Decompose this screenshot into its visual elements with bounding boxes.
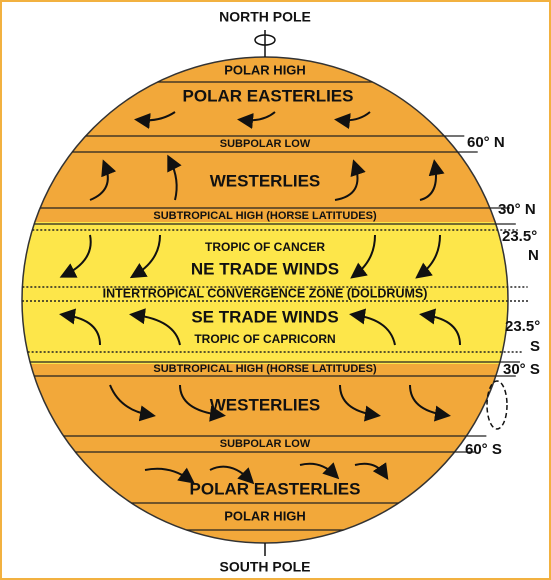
band-label: TROPIC OF CAPRICORN: [194, 332, 335, 346]
south-pole: SOUTH POLE: [219, 559, 310, 575]
band-label: SE TRADE WINDS: [191, 307, 338, 326]
tropics: [22, 222, 508, 364]
latitude-label: 60° S: [465, 441, 502, 458]
wind-arrows: [59, 111, 461, 485]
latitude-label: 23.5°: [502, 228, 537, 245]
latitude-label: 60° N: [467, 134, 505, 151]
latitude-label: N: [528, 247, 539, 264]
band-label: WESTERLIES: [210, 171, 321, 190]
band-label: POLAR EASTERLIES: [183, 86, 354, 105]
band-label: SUBPOLAR LOW: [220, 138, 311, 150]
latitude-label: S: [530, 338, 540, 355]
band-label: SUBPOLAR LOW: [220, 438, 311, 450]
latitude-label: 30° N: [498, 201, 536, 218]
latitude-label: 30° S: [503, 361, 540, 378]
band-label: POLAR HIGH: [224, 62, 306, 77]
latitude-lines: [22, 81, 528, 531]
latitude-label: 23.5°: [505, 318, 540, 335]
north-pole: NORTH POLE: [219, 9, 311, 25]
band-label: POLAR EASTERLIES: [190, 479, 361, 498]
band-label: WESTERLIES: [210, 395, 321, 414]
band-label: SUBTROPICAL HIGH (HORSE LATITUDES): [153, 363, 377, 375]
band-label: POLAR HIGH: [224, 508, 306, 523]
band-label: TROPIC OF CANCER: [205, 240, 325, 254]
band-label: INTERTROPICAL CONVERGENCE ZONE (DOLDRUMS…: [103, 286, 428, 300]
band-label: SUBTROPICAL HIGH (HORSE LATITUDES): [153, 210, 377, 222]
band-label: NE TRADE WINDS: [191, 259, 339, 278]
